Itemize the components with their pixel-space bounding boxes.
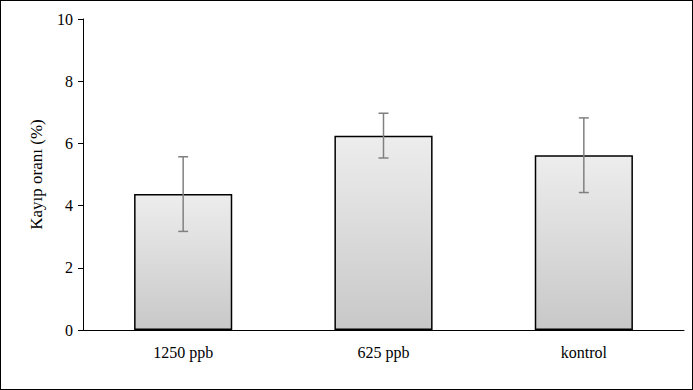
svg-text:kontrol: kontrol bbox=[561, 344, 608, 361]
svg-text:6: 6 bbox=[65, 135, 73, 152]
svg-text:1250 ppb: 1250 ppb bbox=[153, 344, 213, 362]
svg-text:8: 8 bbox=[65, 73, 73, 90]
svg-text:2: 2 bbox=[65, 259, 73, 276]
svg-text:4: 4 bbox=[65, 197, 73, 214]
svg-text:10: 10 bbox=[57, 11, 73, 28]
svg-text:Kayıp oranı (%): Kayıp oranı (%) bbox=[27, 119, 46, 229]
svg-text:625 ppb: 625 ppb bbox=[358, 344, 410, 362]
svg-text:0: 0 bbox=[65, 322, 73, 339]
